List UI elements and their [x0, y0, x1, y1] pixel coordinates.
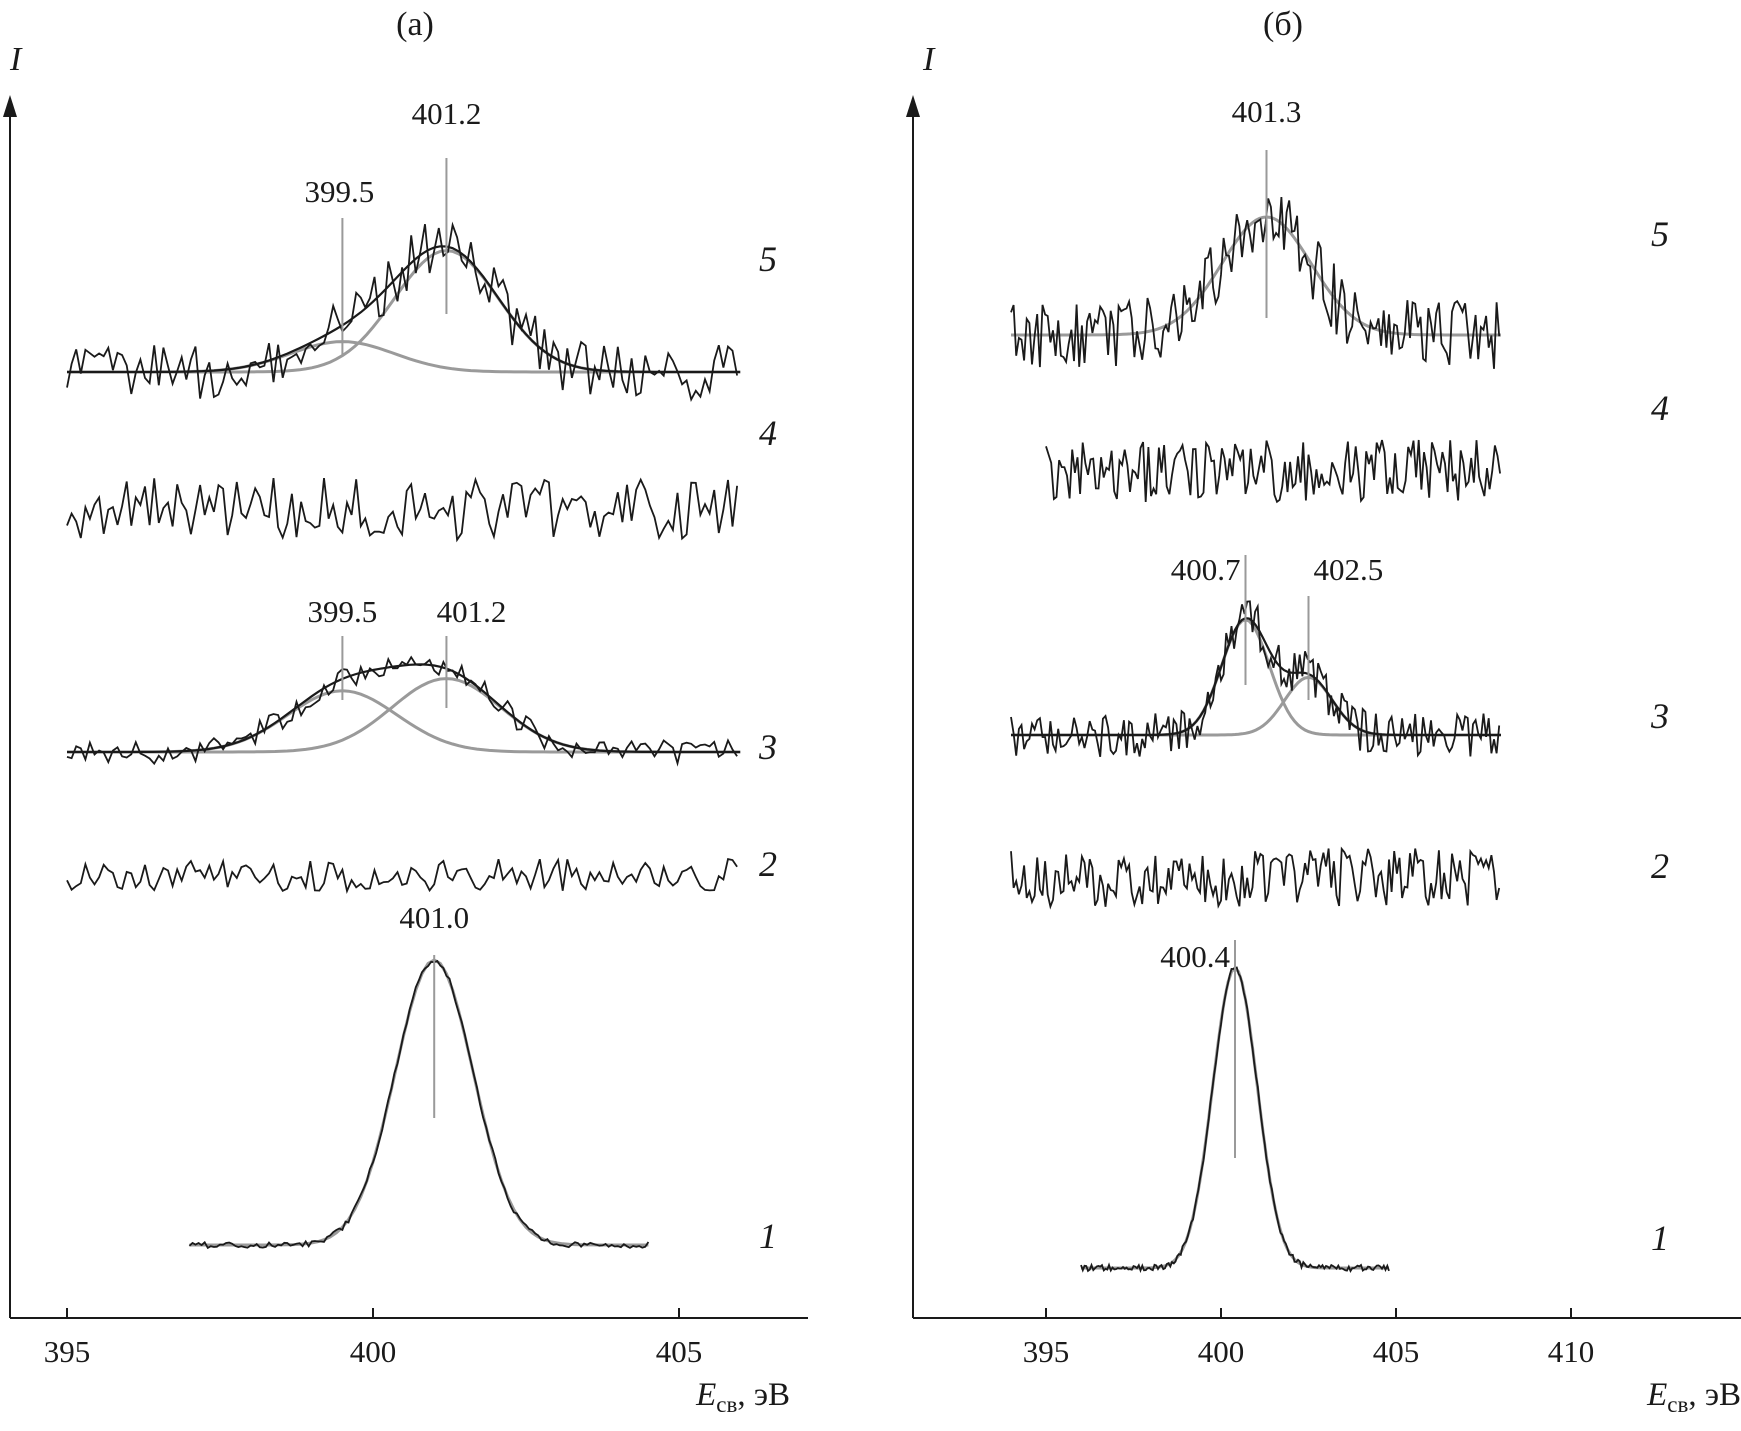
fit-component	[189, 958, 649, 1247]
spectrum-1: 400.41	[1080, 939, 1669, 1274]
x-axis-label-sub: св	[716, 1392, 737, 1417]
x-axis-label-main: E	[1646, 1377, 1667, 1413]
fit-envelope	[67, 245, 741, 374]
curve-number: 1	[759, 1216, 777, 1256]
spectrum-2: 2	[1010, 846, 1669, 910]
x-axis-label-unit: , эВ	[737, 1377, 790, 1413]
x-tick-label: 395	[1023, 1334, 1070, 1369]
fit-component	[67, 249, 741, 374]
x-tick-label: 405	[1373, 1334, 1420, 1369]
spectrum-4: 4	[1045, 388, 1669, 504]
x-tick-label: 405	[656, 1334, 703, 1369]
peak-label: 400.7	[1171, 552, 1241, 587]
fit-envelope	[67, 663, 741, 754]
axes: I 395 400 405 Eсв, эВ	[3, 41, 808, 1417]
peak-label: 399.5	[308, 594, 378, 629]
peak-label: 399.5	[305, 174, 375, 209]
curve-number: 4	[759, 413, 777, 453]
x-tick-label: 400	[350, 1334, 397, 1369]
x-axis-label-main: E	[695, 1377, 716, 1413]
spectrum-trace	[66, 655, 738, 767]
spectrum-4: 4	[66, 413, 777, 543]
peak-label: 402.5	[1314, 552, 1384, 587]
spectrum-5: 401.35	[1010, 94, 1669, 369]
fit-component	[1011, 618, 1501, 737]
peak-label: 401.2	[412, 96, 482, 131]
curve-number: 2	[759, 844, 777, 884]
spectrum-trace	[66, 857, 738, 894]
peak-label: 401.2	[437, 594, 507, 629]
spectrum-trace	[66, 476, 738, 543]
panel-title: (а)	[396, 6, 434, 43]
panel-title: (б)	[1263, 6, 1303, 43]
x-tick-label: 400	[1198, 1334, 1245, 1369]
fit-component	[1011, 675, 1501, 737]
spectrum-1: 401.01	[188, 900, 777, 1256]
spectrum-2: 2	[66, 844, 777, 894]
x-axis-label: Eсв, эВ	[695, 1377, 790, 1417]
spectrum-3: 399.5 401.2 3	[66, 594, 777, 767]
spectrum-3: 400.7 402.5 3	[1010, 552, 1669, 758]
curve-number: 5	[1651, 214, 1669, 254]
spectrum-trace	[188, 959, 650, 1250]
peak-label: 400.4	[1160, 939, 1230, 974]
peak-label: 401.3	[1232, 94, 1302, 129]
y-axis-label: I	[9, 41, 23, 78]
fit-component	[67, 689, 741, 754]
spectrum-5: 399.5 401.2 5	[66, 96, 777, 403]
spectrum-trace	[66, 221, 738, 403]
curve-number: 5	[759, 239, 777, 279]
fit-component	[67, 677, 741, 754]
spectrum-trace	[1010, 197, 1501, 369]
y-axis-arrow	[906, 95, 920, 117]
x-axis-label-sub: св	[1667, 1392, 1688, 1417]
axes: I 395 400 405 410 Eсв, эВ	[906, 41, 1741, 1417]
curve-number: 2	[1651, 846, 1669, 886]
spectrum-trace	[1045, 439, 1501, 504]
x-axis-label: Eсв, эВ	[1646, 1377, 1741, 1417]
peak-label: 401.0	[399, 900, 469, 935]
spectrum-trace	[1010, 600, 1501, 758]
spectrum-trace	[1010, 846, 1501, 910]
x-axis-label-unit: , эВ	[1688, 1377, 1741, 1413]
curve-number: 4	[1651, 388, 1669, 428]
curve-number: 3	[1650, 696, 1669, 736]
x-tick-label: 395	[44, 1334, 91, 1369]
y-axis-label: I	[922, 41, 936, 78]
curve-number: 3	[758, 727, 777, 767]
x-tick-label: 410	[1548, 1334, 1595, 1369]
fit-envelope	[1011, 616, 1501, 737]
curve-number: 1	[1651, 1218, 1669, 1258]
fit-component	[1011, 215, 1501, 337]
y-axis-arrow	[3, 95, 17, 117]
